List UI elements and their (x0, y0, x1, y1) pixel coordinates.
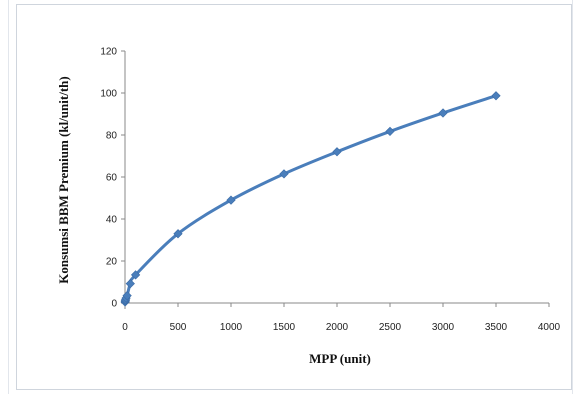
x-tick-label: 3500 (485, 322, 508, 333)
y-tick-label: 60 (106, 173, 118, 184)
y-tick-label: 80 (106, 131, 118, 142)
x-axis-title: MPP (unit) (309, 351, 371, 366)
data-point (122, 291, 132, 301)
data-point (385, 126, 395, 137)
y-axis-title: Konsumsi BBM Premium (kl/unit/th) (56, 76, 71, 283)
x-tick-label: 0 (122, 322, 128, 333)
y-tick-label: 120 (100, 47, 117, 58)
data-point (125, 279, 135, 289)
x-tick-label: 2000 (326, 322, 349, 333)
y-tick-label: 100 (100, 89, 117, 100)
data-point (226, 195, 236, 205)
chart-area[interactable] (16, 4, 572, 390)
x-tick-label: 2500 (379, 322, 402, 333)
data-point (279, 169, 289, 179)
sheet-gridline (572, 0, 573, 394)
series-line (123, 94, 498, 304)
data-point (491, 91, 501, 101)
y-tick-label: 0 (111, 299, 117, 310)
y-tick-label: 20 (106, 257, 118, 268)
x-tick-label: 1500 (273, 322, 296, 333)
data-point (438, 108, 448, 118)
data-point (332, 147, 342, 157)
sheet-gridline (8, 0, 9, 394)
x-tick-label: 1000 (220, 322, 243, 333)
x-tick-label: 4000 (538, 322, 561, 333)
y-tick-label: 40 (106, 215, 118, 226)
data-point (173, 229, 183, 239)
x-tick-label: 500 (170, 322, 187, 333)
data-point (130, 270, 141, 280)
x-tick-label: 3000 (432, 322, 455, 333)
